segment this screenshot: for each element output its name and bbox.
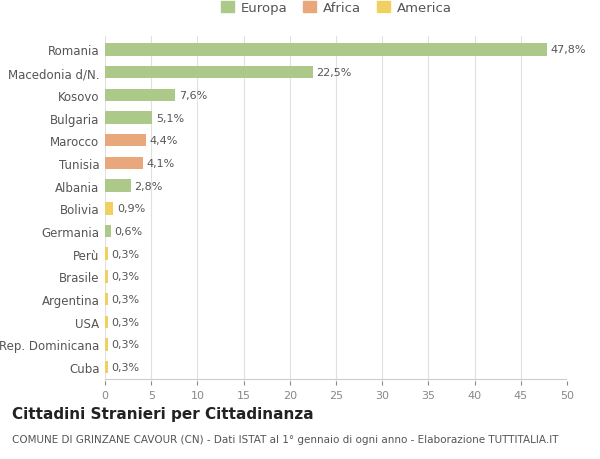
Bar <box>105 316 108 328</box>
Text: Cittadini Stranieri per Cittadinanza: Cittadini Stranieri per Cittadinanza <box>12 406 314 421</box>
Bar <box>105 44 547 56</box>
Text: 7,6%: 7,6% <box>179 90 207 101</box>
Bar <box>105 225 110 238</box>
Text: 0,6%: 0,6% <box>114 226 142 236</box>
Bar <box>105 180 131 192</box>
Bar <box>105 157 143 170</box>
Bar <box>105 90 175 102</box>
Text: 4,4%: 4,4% <box>149 136 178 146</box>
Text: 0,3%: 0,3% <box>112 272 140 282</box>
Bar <box>105 338 108 351</box>
Text: 47,8%: 47,8% <box>550 45 586 55</box>
Text: 5,1%: 5,1% <box>156 113 184 123</box>
Text: 0,3%: 0,3% <box>112 317 140 327</box>
Bar <box>105 293 108 306</box>
Bar <box>105 202 113 215</box>
Text: 22,5%: 22,5% <box>317 68 352 78</box>
Text: 2,8%: 2,8% <box>134 181 163 191</box>
Text: 0,3%: 0,3% <box>112 249 140 259</box>
Bar <box>105 67 313 79</box>
Text: 4,1%: 4,1% <box>146 158 175 168</box>
Bar <box>105 361 108 374</box>
Text: COMUNE DI GRINZANE CAVOUR (CN) - Dati ISTAT al 1° gennaio di ogni anno - Elabora: COMUNE DI GRINZANE CAVOUR (CN) - Dati IS… <box>12 434 559 444</box>
Text: 0,3%: 0,3% <box>112 363 140 372</box>
Bar <box>105 134 146 147</box>
Text: 0,9%: 0,9% <box>117 204 145 214</box>
Bar <box>105 270 108 283</box>
Legend: Europa, Africa, America: Europa, Africa, America <box>221 2 451 15</box>
Text: 0,3%: 0,3% <box>112 340 140 350</box>
Bar <box>105 112 152 124</box>
Text: 0,3%: 0,3% <box>112 294 140 304</box>
Bar <box>105 248 108 260</box>
